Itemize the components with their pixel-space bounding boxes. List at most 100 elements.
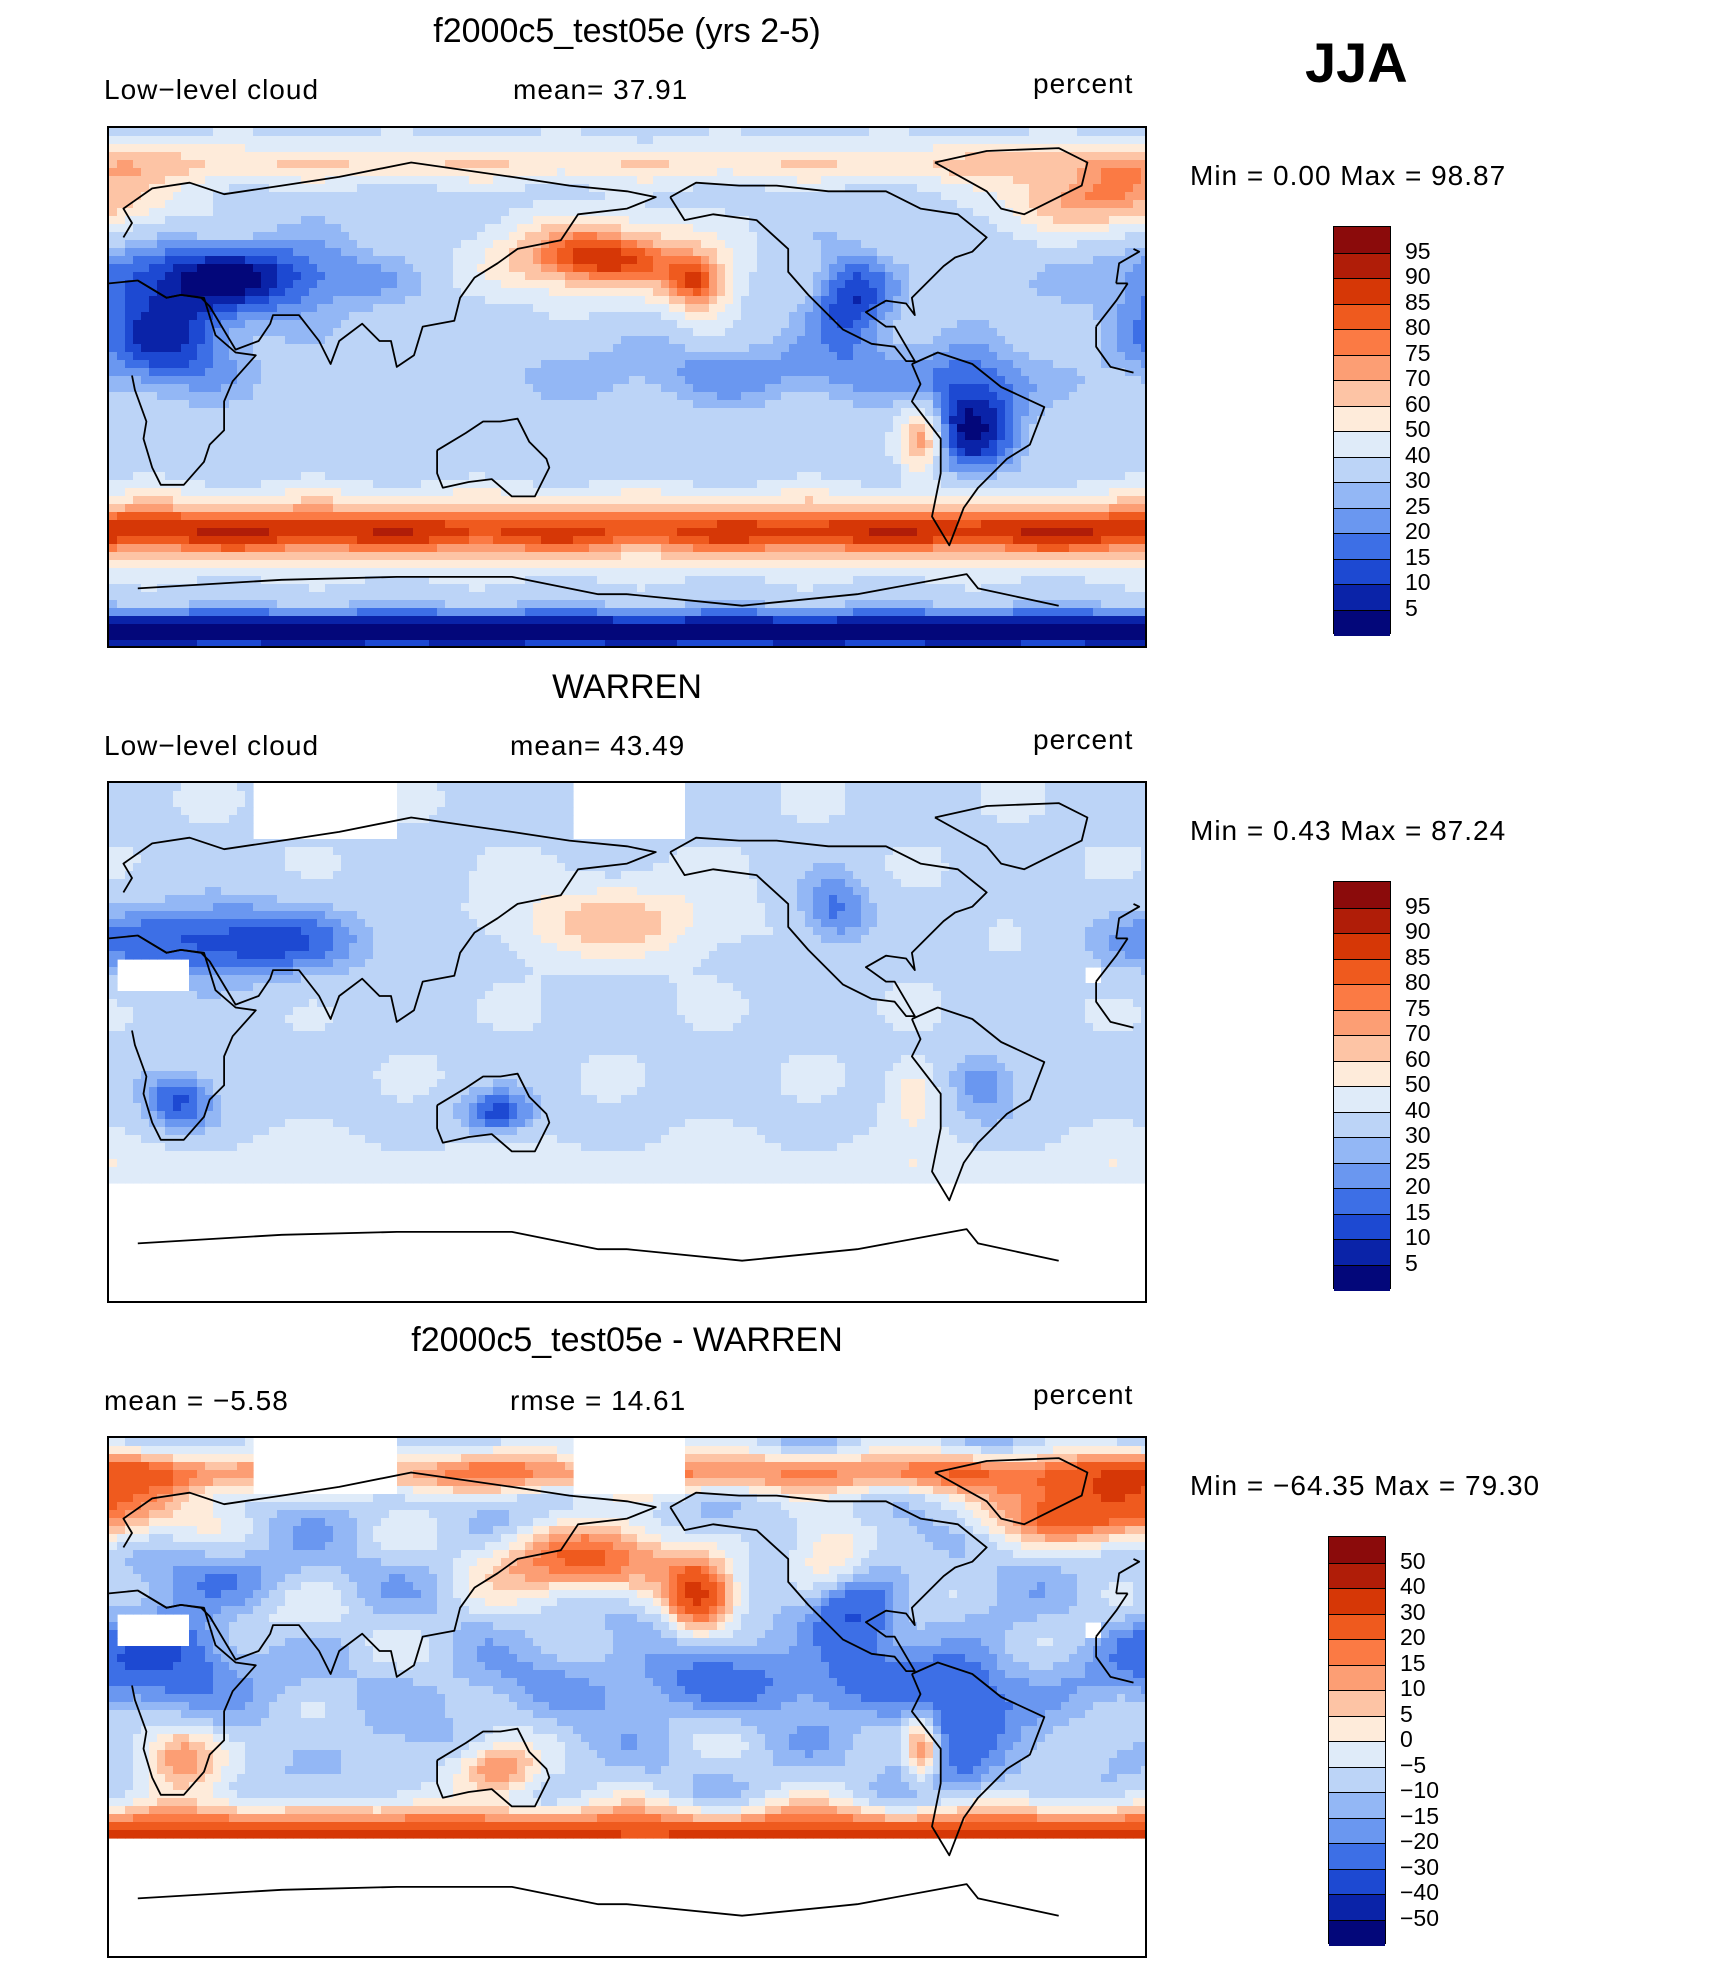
contour-cell (629, 240, 638, 249)
contour-cell (1093, 264, 1102, 273)
contour-cell (301, 232, 310, 241)
contour-cell (1029, 344, 1038, 353)
contour-cell (709, 256, 718, 265)
contour-cell (621, 392, 630, 401)
contour-cell (645, 320, 654, 329)
contour-cell (1085, 416, 1094, 425)
contour-cell (477, 328, 486, 337)
contour-cell (133, 360, 142, 369)
contour-cell (213, 144, 222, 153)
contour-cell (397, 432, 406, 441)
contour-cell (1133, 408, 1142, 417)
contour-cell (965, 360, 974, 369)
contour-cell (589, 280, 598, 289)
contour-cell (1141, 408, 1145, 417)
contour-cell (757, 128, 766, 137)
contour-cell (437, 360, 446, 369)
contour-cell (541, 288, 550, 297)
contour-cell (1045, 256, 1054, 265)
contour-cell (333, 416, 342, 425)
contour-cell (1037, 128, 1046, 137)
contour-cell (501, 160, 510, 169)
contour-cell (269, 232, 278, 241)
contour-cell (1085, 136, 1094, 145)
contour-cell (901, 296, 910, 305)
contour-cell (165, 256, 174, 265)
contour-cell (1125, 400, 1134, 409)
contour-cell (941, 368, 950, 377)
contour-cell (173, 312, 182, 321)
contour-cell (573, 360, 582, 369)
contour-cell (253, 144, 262, 153)
contour-cell (653, 160, 662, 169)
contour-cell (341, 424, 350, 433)
contour-cell (477, 360, 486, 369)
contour-cell (229, 192, 238, 201)
contour-cell (693, 368, 702, 377)
contour-cell (917, 384, 926, 393)
contour-cell (413, 408, 422, 417)
contour-cell (773, 232, 782, 241)
contour-cell (581, 280, 590, 289)
contour-cell (325, 304, 334, 313)
contour-cell (1005, 392, 1014, 401)
contour-cell (445, 272, 454, 281)
contour-cell (781, 216, 790, 225)
contour-cell (365, 336, 374, 345)
contour-cell (173, 368, 182, 377)
contour-cell (125, 168, 134, 177)
contour-cell (285, 136, 294, 145)
contour-cell (637, 384, 646, 393)
contour-cell (541, 240, 550, 249)
contour-cell (997, 160, 1006, 169)
contour-cell (501, 408, 510, 417)
contour-cell (189, 152, 198, 161)
contour-cell (421, 152, 430, 161)
contour-cell (181, 208, 190, 217)
contour-cell (333, 288, 342, 297)
contour-cell (509, 320, 518, 329)
contour-cell (949, 224, 958, 233)
contour-cell (1109, 336, 1118, 345)
contour-cell (301, 352, 310, 361)
contour-cell (213, 160, 222, 169)
contour-cell (1125, 424, 1134, 433)
contour-cell (789, 384, 798, 393)
contour-cell (1085, 216, 1094, 225)
contour-cell (621, 360, 630, 369)
contour-cell (973, 176, 982, 185)
contour-cell (397, 168, 406, 177)
contour-cell (589, 232, 598, 241)
contour-cell (885, 328, 894, 337)
contour-cell (805, 240, 814, 249)
contour-cell (421, 400, 430, 409)
contour-cell (989, 192, 998, 201)
contour-cell (213, 424, 222, 433)
contour-cell (421, 320, 430, 329)
contour-cell (997, 424, 1006, 433)
contour-cell (437, 264, 446, 273)
contour-cell (693, 200, 702, 209)
contour-cell (181, 328, 190, 337)
contour-cell (421, 128, 430, 137)
contour-cell (813, 144, 822, 153)
contour-cell (989, 368, 998, 377)
contour-cell (605, 224, 614, 233)
contour-cell (997, 240, 1006, 249)
contour-cell (365, 128, 374, 137)
contour-cell (781, 296, 790, 305)
contour-cell (1021, 280, 1030, 289)
contour-cell (485, 336, 494, 345)
contour-cell (429, 232, 438, 241)
contour-cell (509, 344, 518, 353)
contour-cell (341, 392, 350, 401)
contour-cell (1045, 368, 1054, 377)
contour-cell (365, 416, 374, 425)
contour-cell (413, 336, 422, 345)
contour-cell (557, 280, 566, 289)
contour-cell (661, 248, 670, 257)
contour-cell (1021, 240, 1030, 249)
contour-cell (605, 344, 614, 353)
contour-cell (1141, 240, 1145, 249)
contour-cell (949, 144, 958, 153)
